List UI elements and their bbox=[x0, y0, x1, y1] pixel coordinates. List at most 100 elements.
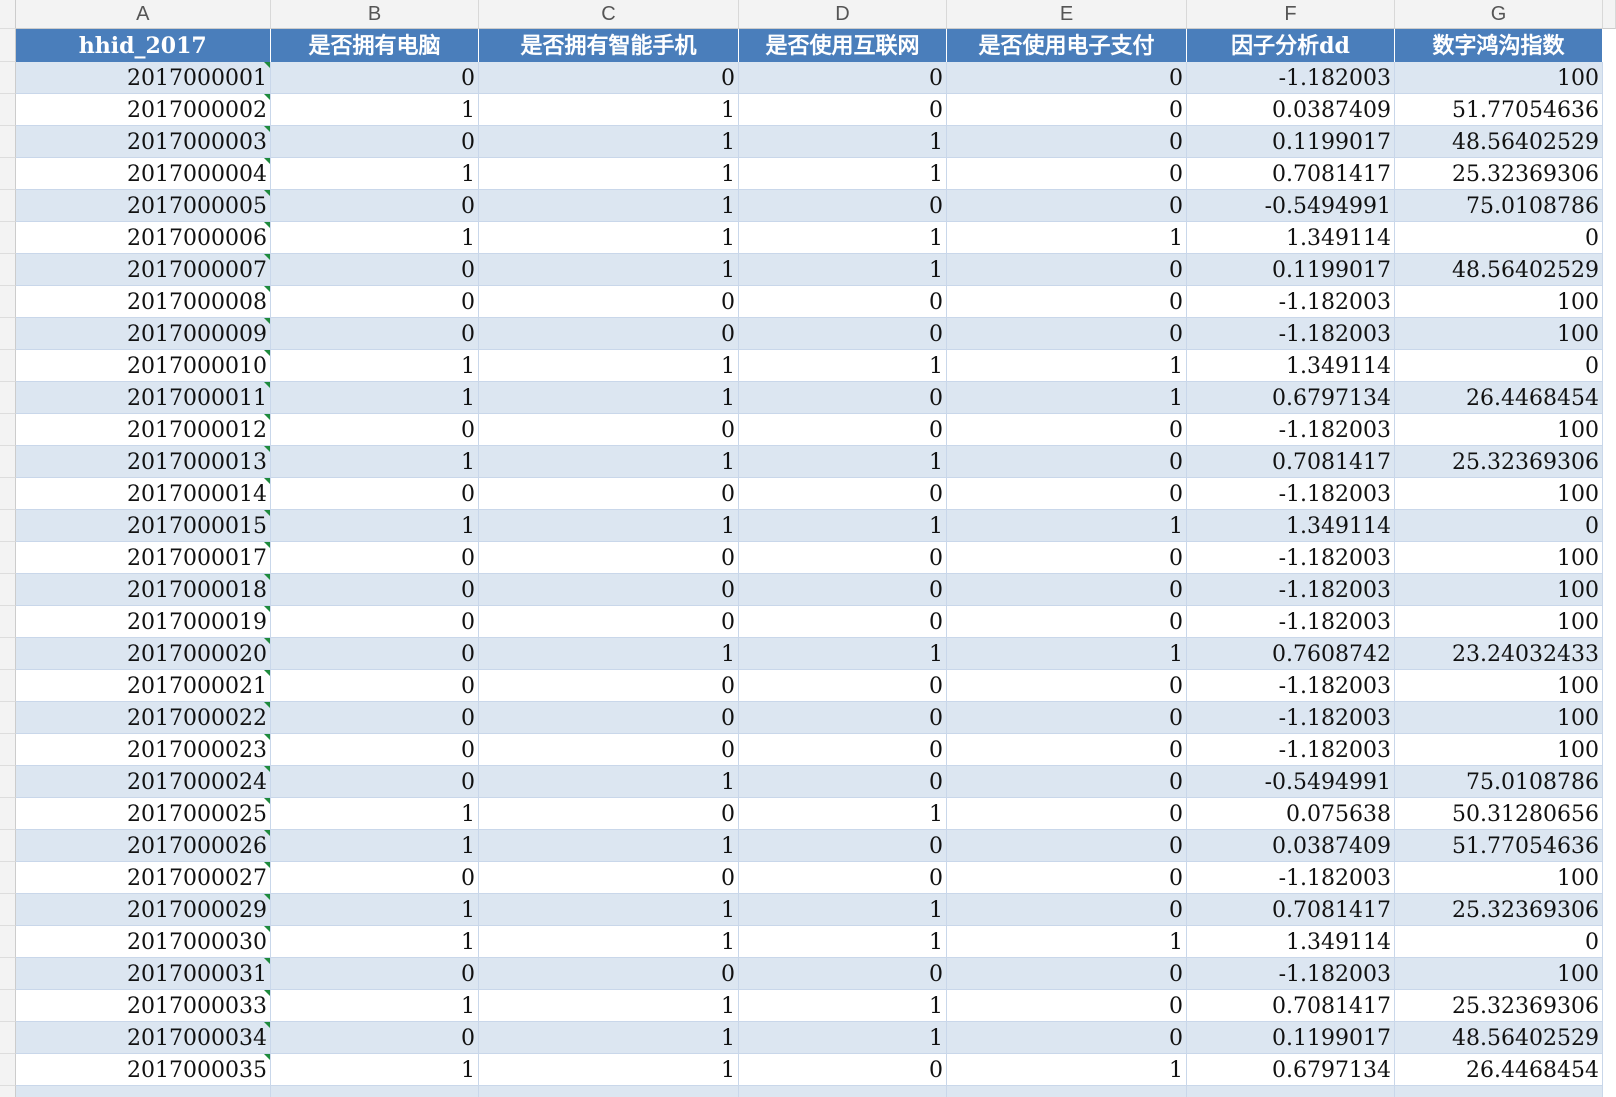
cell[interactable]: 1 bbox=[271, 222, 479, 254]
cell[interactable] bbox=[15, 1086, 271, 1097]
row-header[interactable] bbox=[0, 286, 16, 318]
cell[interactable]: 0 bbox=[271, 606, 479, 638]
cell[interactable]: 100 bbox=[1395, 862, 1603, 894]
cell[interactable]: 0 bbox=[739, 574, 947, 606]
cell[interactable]: 0 bbox=[739, 286, 947, 318]
column-letter[interactable]: B bbox=[271, 0, 479, 29]
cell[interactable]: 0 bbox=[947, 862, 1187, 894]
cell[interactable]: 2017000008 bbox=[15, 286, 271, 318]
cell[interactable]: 0.0387409 bbox=[1187, 94, 1395, 126]
cell[interactable]: 0 bbox=[271, 862, 479, 894]
cell[interactable]: 0 bbox=[947, 798, 1187, 830]
cell[interactable]: 0 bbox=[947, 414, 1187, 446]
cell[interactable]: 0 bbox=[479, 958, 739, 990]
header-cell[interactable]: 数字鸿沟指数 bbox=[1395, 29, 1603, 62]
cell[interactable]: 50.31280656 bbox=[1395, 798, 1603, 830]
row-header[interactable] bbox=[0, 94, 16, 126]
cell[interactable]: 0.0387409 bbox=[1187, 830, 1395, 862]
row-header[interactable] bbox=[0, 1086, 16, 1097]
cell[interactable]: -1.182003 bbox=[1187, 286, 1395, 318]
cell[interactable]: 1 bbox=[271, 1054, 479, 1086]
cell[interactable]: 1 bbox=[947, 350, 1187, 382]
cell[interactable]: 1 bbox=[947, 1054, 1187, 1086]
cell[interactable]: 26.4468454 bbox=[1395, 382, 1603, 414]
cell[interactable]: 0 bbox=[479, 478, 739, 510]
cell[interactable]: 0 bbox=[271, 766, 479, 798]
cell[interactable]: 1 bbox=[271, 830, 479, 862]
cell[interactable]: 1 bbox=[271, 158, 479, 190]
cell[interactable]: 2017000025 bbox=[15, 798, 271, 830]
cell[interactable]: 1 bbox=[479, 638, 739, 670]
cell[interactable]: 0 bbox=[947, 830, 1187, 862]
cell[interactable]: 0 bbox=[479, 606, 739, 638]
cell[interactable]: 2017000003 bbox=[15, 126, 271, 158]
cell[interactable]: 0 bbox=[1395, 510, 1603, 542]
cell[interactable]: 1 bbox=[739, 254, 947, 286]
cell[interactable]: 0 bbox=[271, 62, 479, 94]
cell[interactable]: 0 bbox=[739, 1054, 947, 1086]
corner[interactable] bbox=[0, 0, 16, 29]
row-header[interactable] bbox=[0, 1054, 16, 1086]
cell[interactable]: 25.32369306 bbox=[1395, 990, 1603, 1022]
cell[interactable]: 100 bbox=[1395, 62, 1603, 94]
column-letter[interactable]: A bbox=[15, 0, 271, 29]
cell[interactable]: 2017000033 bbox=[15, 990, 271, 1022]
row-header[interactable] bbox=[0, 926, 16, 958]
row-header[interactable] bbox=[0, 766, 16, 798]
cell[interactable]: 1 bbox=[947, 638, 1187, 670]
cell[interactable]: 1 bbox=[739, 158, 947, 190]
cell[interactable]: 0 bbox=[739, 702, 947, 734]
header-cell[interactable]: 是否使用互联网 bbox=[739, 29, 947, 62]
cell[interactable]: 0 bbox=[479, 414, 739, 446]
cell[interactable]: 1 bbox=[479, 94, 739, 126]
cell[interactable]: 0 bbox=[1395, 222, 1603, 254]
cell[interactable]: 0 bbox=[479, 798, 739, 830]
cell[interactable]: 0 bbox=[947, 126, 1187, 158]
cell[interactable]: 0 bbox=[739, 606, 947, 638]
cell[interactable]: 1 bbox=[479, 926, 739, 958]
cell[interactable]: 0 bbox=[271, 190, 479, 222]
row-header[interactable] bbox=[0, 318, 16, 350]
cell[interactable]: 2017000024 bbox=[15, 766, 271, 798]
cell[interactable]: 1 bbox=[271, 926, 479, 958]
cell[interactable]: 100 bbox=[1395, 478, 1603, 510]
cell[interactable]: 100 bbox=[1395, 318, 1603, 350]
cell[interactable]: 0.075638 bbox=[1187, 798, 1395, 830]
row-header[interactable] bbox=[0, 446, 16, 478]
cell[interactable]: -1.182003 bbox=[1187, 414, 1395, 446]
cell[interactable]: 0 bbox=[271, 734, 479, 766]
cell[interactable]: 2017000009 bbox=[15, 318, 271, 350]
cell[interactable]: 0 bbox=[947, 670, 1187, 702]
cell[interactable]: -1.182003 bbox=[1187, 734, 1395, 766]
cell[interactable]: 48.56402529 bbox=[1395, 254, 1603, 286]
row-header[interactable] bbox=[0, 222, 16, 254]
cell[interactable]: 2017000001 bbox=[15, 62, 271, 94]
cell[interactable]: 2017000022 bbox=[15, 702, 271, 734]
cell[interactable]: 1 bbox=[271, 798, 479, 830]
cell[interactable]: 1 bbox=[479, 190, 739, 222]
cell[interactable]: 1 bbox=[739, 446, 947, 478]
cell[interactable]: 0.7081417 bbox=[1187, 990, 1395, 1022]
row-header[interactable] bbox=[0, 1022, 16, 1054]
cell[interactable] bbox=[1395, 1086, 1603, 1097]
cell[interactable]: 0 bbox=[739, 670, 947, 702]
cell[interactable]: 0 bbox=[271, 414, 479, 446]
cell[interactable]: 0 bbox=[947, 318, 1187, 350]
cell[interactable]: 0 bbox=[271, 670, 479, 702]
cell[interactable]: 2017000005 bbox=[15, 190, 271, 222]
cell[interactable] bbox=[479, 1086, 739, 1097]
cell[interactable]: 100 bbox=[1395, 958, 1603, 990]
cell[interactable]: 0 bbox=[739, 958, 947, 990]
cell[interactable]: -1.182003 bbox=[1187, 606, 1395, 638]
cell[interactable]: 1.349114 bbox=[1187, 510, 1395, 542]
cell[interactable]: 0 bbox=[947, 766, 1187, 798]
row-header[interactable] bbox=[0, 574, 16, 606]
cell[interactable]: 0 bbox=[739, 766, 947, 798]
cell[interactable]: 1 bbox=[739, 638, 947, 670]
header-cell[interactable]: hhid_2017 bbox=[15, 29, 271, 62]
cell[interactable]: -1.182003 bbox=[1187, 862, 1395, 894]
cell[interactable] bbox=[947, 1086, 1187, 1097]
cell[interactable]: 0 bbox=[271, 638, 479, 670]
cell[interactable]: 100 bbox=[1395, 574, 1603, 606]
cell[interactable]: 1 bbox=[271, 510, 479, 542]
